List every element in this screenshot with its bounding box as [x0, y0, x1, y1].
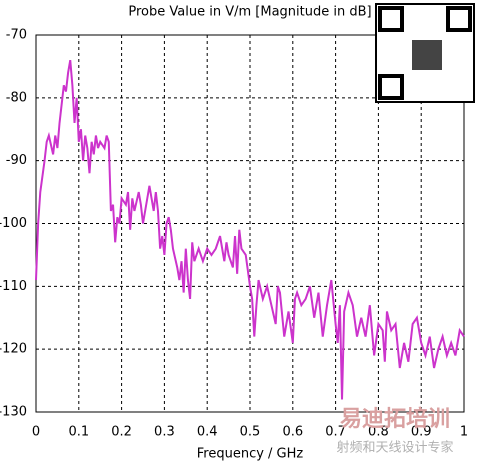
x-tick-label: 0.2 [111, 425, 132, 440]
y-tick-label: -110 [0, 279, 27, 294]
watermark: 易迪拓培训 [340, 406, 450, 432]
x-tick-label: 0.9 [411, 425, 432, 440]
watermark: 射频和天线设计专家 [336, 440, 453, 456]
data-line [35, 59, 465, 400]
x-tick-label: 0.6 [282, 425, 303, 440]
qr-finder [378, 74, 404, 100]
y-tick-label: -70 [6, 28, 27, 43]
qr-pattern [412, 40, 442, 70]
x-tick-label: 0.8 [368, 425, 389, 440]
y-tick-label: -100 [0, 216, 27, 231]
y-tick-label: -90 [6, 153, 27, 168]
y-tick-label: -80 [6, 90, 27, 105]
qr-finder [446, 6, 472, 32]
plot-frame [35, 34, 465, 413]
x-tick-label: 0.3 [154, 425, 175, 440]
x-tick-label: 0.7 [325, 425, 346, 440]
x-tick-label: 0.4 [197, 425, 218, 440]
x-tick-label: 0.5 [240, 425, 261, 440]
y-tick-label: -130 [0, 405, 27, 420]
x-axis-label: Frequency / GHz [197, 447, 304, 462]
y-tick-label: -120 [0, 342, 27, 357]
qr-finder [378, 6, 404, 32]
x-tick-label: 0.1 [68, 425, 89, 440]
chart-title: Probe Value in V/m [Magnitude in dB] [128, 5, 371, 20]
x-tick-label: 0 [32, 425, 40, 440]
x-tick-label: 1 [460, 425, 468, 440]
